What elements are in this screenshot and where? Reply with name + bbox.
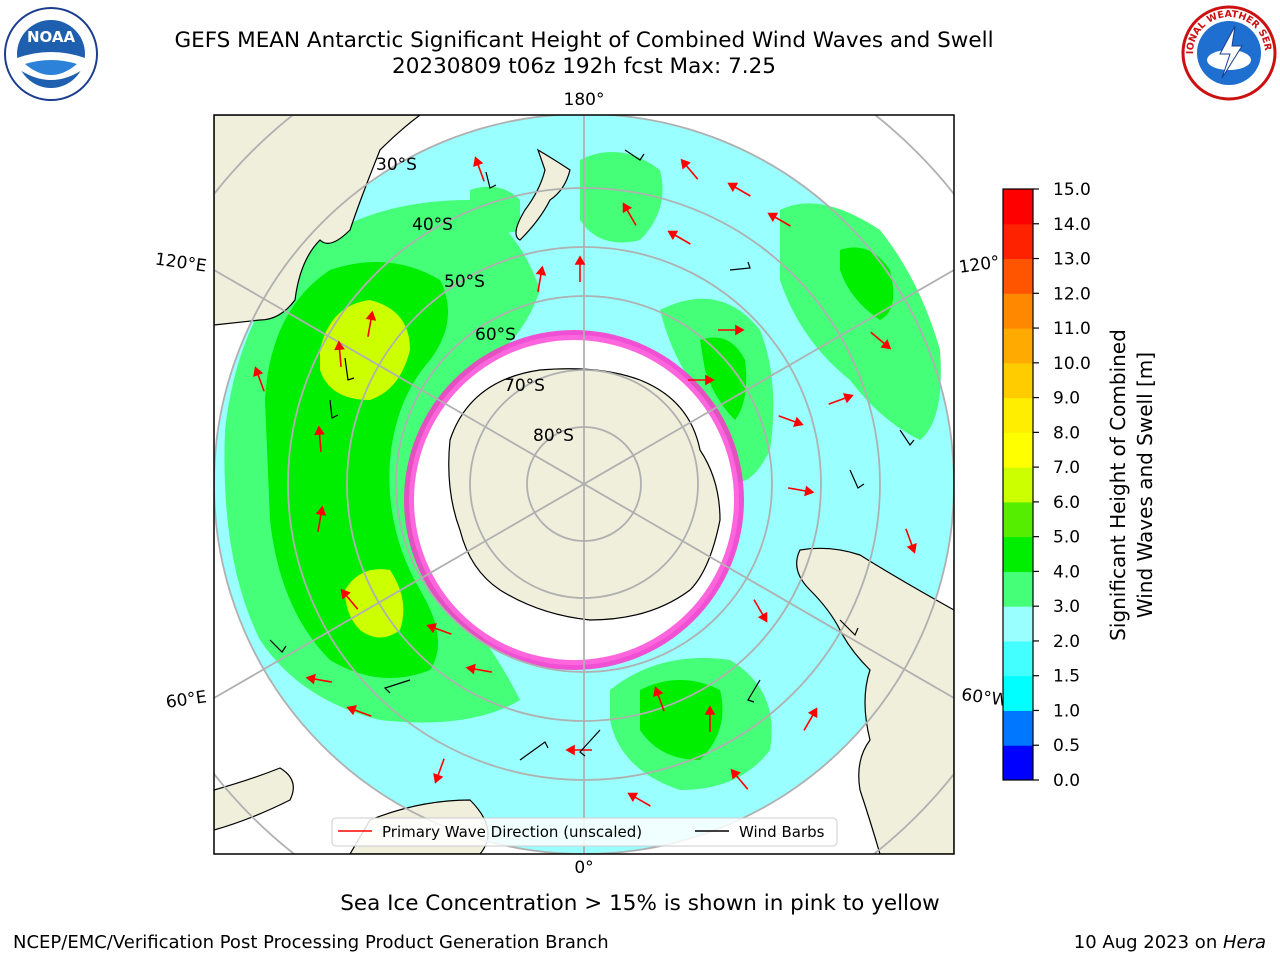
footer-date: 10 Aug 2023 on Hera xyxy=(1073,932,1266,953)
colorbar-tick-label: 7.0 xyxy=(1053,458,1080,478)
lon-label-120e: 120°E xyxy=(154,250,208,277)
colorbar-tick-label: 4.0 xyxy=(1053,562,1080,582)
colorbar-tick-label: 8.0 xyxy=(1053,423,1080,443)
legend-wind-barbs: Wind Barbs xyxy=(739,823,825,841)
colorbar-segment xyxy=(1003,223,1033,260)
map-frame xyxy=(213,114,955,855)
colorbar-segment xyxy=(1003,675,1033,711)
lon-label-120w: 120° xyxy=(958,252,1001,278)
lon-label-60e: 60°E xyxy=(165,687,208,712)
colorbar-tick-label: 1.5 xyxy=(1053,667,1080,687)
colorbar-tick-label: 2.0 xyxy=(1053,632,1080,652)
footer-credit: NCEP/EMC/Verification Post Processing Pr… xyxy=(13,932,609,953)
colorbar-tick-label: 1.0 xyxy=(1053,701,1080,721)
lat-label-40s: 40°S xyxy=(412,215,453,235)
colorbar-tick-label: 10.0 xyxy=(1053,354,1091,374)
colorbar-tick-label: 9.0 xyxy=(1053,389,1080,409)
colorbar-segment xyxy=(1003,467,1033,503)
graticule xyxy=(214,115,954,854)
nws-logo: NATIONAL WEATHER SERVICE xyxy=(1180,4,1277,101)
lat-label-50s: 50°S xyxy=(444,272,485,292)
colorbar-tick-label: 12.0 xyxy=(1053,284,1091,304)
colorbar-ticks: 0.0 0.5 1.0 1.5 2.0 3.0 4.0 5.0 6.0 7.0 8.0 9.0 10.0… xyxy=(1033,180,1091,791)
colorbar-tick-label: 15.0 xyxy=(1053,180,1091,200)
colorbar-segment xyxy=(1003,710,1033,746)
land xyxy=(214,115,954,854)
colorbar-tick-label: 6.0 xyxy=(1053,493,1080,513)
lat-label-60s: 60°S xyxy=(475,325,516,345)
lat-label-80s: 80°S xyxy=(533,426,574,446)
sea-ice-caption: Sea Ice Concentration > 15% is shown in … xyxy=(340,891,940,916)
legend-primary-wave: Primary Wave Direction (unscaled) xyxy=(382,823,642,841)
map-legend: Primary Wave Direction (unscaled) Wind B… xyxy=(331,817,838,847)
lon-label-60w: 60°W xyxy=(960,685,1009,711)
svg-text:Wind Waves and Swell [m]: Wind Waves and Swell [m] xyxy=(1133,352,1157,618)
colorbar-segment xyxy=(1003,189,1033,225)
colorbar-segment xyxy=(1003,432,1033,468)
wave-field-6to7 xyxy=(320,300,410,638)
colorbar-tick-label: 5.0 xyxy=(1053,528,1080,548)
colorbar-segment xyxy=(1003,536,1033,572)
colorbar-tick-label: 0.0 xyxy=(1053,771,1080,791)
colorbar-frame xyxy=(1002,188,1034,781)
colorbar-segment xyxy=(1003,397,1033,433)
lat-labels: 30°S 40°S 50°S 60°S 70°S 80°S xyxy=(376,155,574,446)
colorbar xyxy=(1003,189,1033,781)
svg-text:Significant Height of Combined: Significant Height of Combined xyxy=(1106,329,1130,641)
colorbar-segment xyxy=(1003,640,1033,677)
wind-barbs xyxy=(269,149,915,761)
colorbar-tick-label: 11.0 xyxy=(1053,319,1091,339)
noaa-logo: NOAA xyxy=(4,7,98,101)
svg-text:NOAA: NOAA xyxy=(27,28,76,46)
lon-label-0: 0° xyxy=(574,858,593,878)
chart-subtitle: 20230809 t06z 192h fcst Max: 7.25 xyxy=(392,54,776,79)
lat-label-70s: 70°S xyxy=(504,376,545,396)
colorbar-segment xyxy=(1003,571,1033,607)
colorbar-tick-label: 3.0 xyxy=(1053,597,1080,617)
colorbar-tick-label: 14.0 xyxy=(1053,215,1091,235)
footer-machine: Hera xyxy=(1222,932,1266,953)
colorbar-segment xyxy=(1003,362,1033,399)
map-area: 30°S 40°S 50°S 60°S 70°S 80°S Primary Wa… xyxy=(214,115,954,854)
colorbar-label: Significant Height of Combined Wind Wave… xyxy=(1106,329,1157,641)
colorbar-segment xyxy=(1003,328,1033,364)
colorbar-segment xyxy=(1003,606,1033,642)
colorbar-tick-label: 13.0 xyxy=(1053,250,1091,270)
colorbar-segment xyxy=(1003,258,1033,294)
lon-label-180: 180° xyxy=(564,90,605,110)
lat-label-30s: 30°S xyxy=(376,155,417,175)
chart-title: GEFS MEAN Antarctic Significant Height o… xyxy=(174,28,994,53)
colorbar-segment xyxy=(1003,501,1033,538)
colorbar-segment xyxy=(1003,745,1033,781)
wave-arrows xyxy=(253,156,917,807)
colorbar-segment xyxy=(1003,293,1033,329)
colorbar-tick-label: 0.5 xyxy=(1053,736,1080,756)
